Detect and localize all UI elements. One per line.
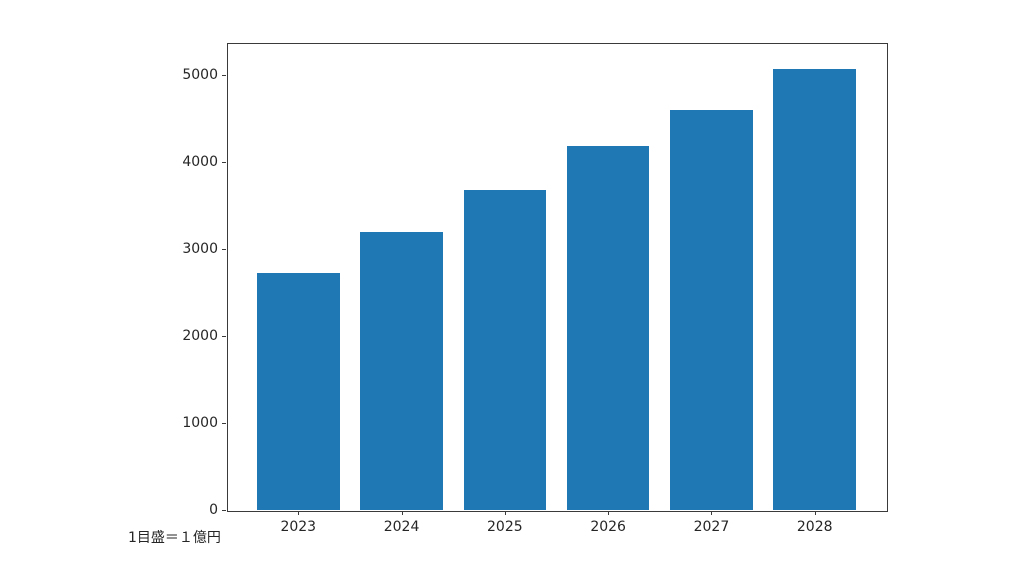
x-tick-label: 2028 [796,519,833,535]
y-tick-label: 1000 [182,415,218,432]
y-tick-mark [222,162,226,164]
y-tick-label: 5000 [182,67,218,84]
bar-2024 [360,231,443,510]
x-tick-mark [504,511,506,515]
bar-2025 [463,189,547,510]
y-tick-label: 3000 [182,241,218,258]
bar-2028 [773,69,857,510]
y-tick-label: 4000 [182,154,218,171]
bar-2026 [566,146,650,510]
x-tick-label: 2023 [280,519,317,535]
y-tick-mark [222,336,226,338]
y-tick-mark [222,423,226,425]
x-tick-mark [814,511,816,515]
y-tick-label: 0 [209,502,218,518]
x-tick-label: 2026 [590,519,626,535]
x-tick-mark [298,511,300,515]
x-tick-mark [608,511,610,515]
bar-2023 [256,273,340,510]
y-tick-mark [222,75,226,77]
scale-note: 1目盛＝１億円 [128,530,221,546]
x-tick-label: 2027 [693,519,730,535]
bar-2027 [670,109,753,510]
x-tick-mark [401,511,403,515]
x-tick-label: 2024 [383,519,420,535]
y-tick-mark [222,510,226,511]
y-tick-mark [222,249,226,251]
x-tick-mark [711,511,713,515]
y-tick-label: 2000 [182,328,218,345]
x-tick-label: 2025 [487,519,523,535]
